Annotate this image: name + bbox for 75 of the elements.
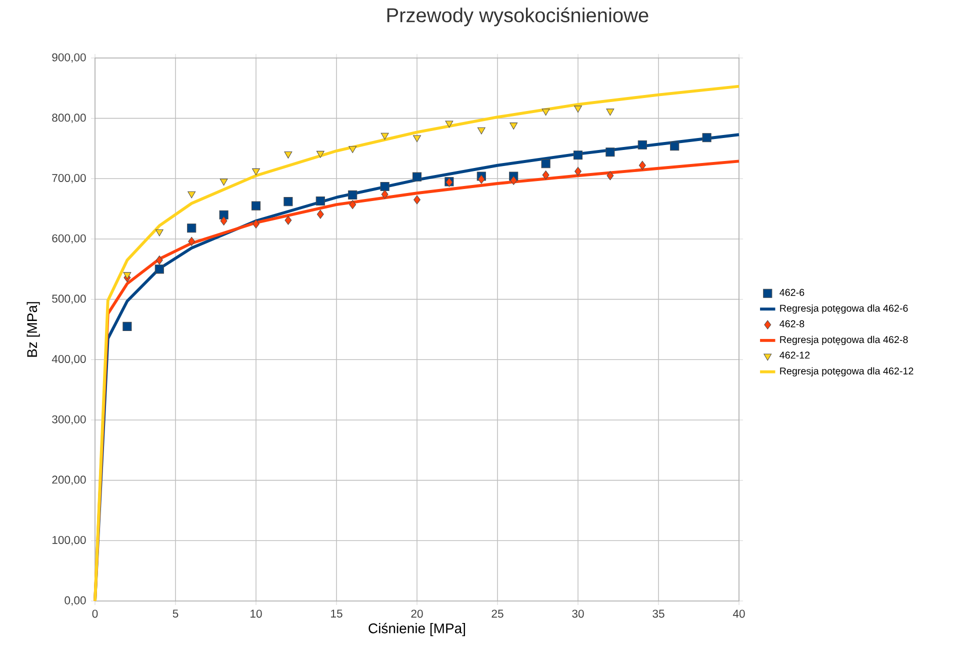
y-tick-label: 200,00 — [52, 476, 86, 485]
point — [478, 174, 485, 184]
x-tick-label: 0 — [92, 610, 98, 618]
point — [156, 256, 163, 265]
legend-label: 462-6 — [780, 288, 804, 296]
legend-label: Regresja potęgowa dla 462-12 — [780, 367, 914, 376]
legend-label: 462-12 — [780, 352, 810, 359]
y-tick-label: 400,00 — [52, 354, 86, 364]
point — [219, 210, 228, 220]
point — [220, 178, 228, 186]
point — [477, 127, 486, 134]
y-tick-label: 700,00 — [52, 174, 86, 184]
point — [220, 216, 228, 226]
point — [606, 148, 615, 157]
y-tick-label: 900,00 — [52, 53, 86, 63]
point — [574, 106, 582, 113]
y-tick-label: 100,00 — [52, 536, 86, 546]
legend-label: Regresja potęgowa dla 462-6 — [780, 304, 908, 314]
x-tick-label: 10 — [250, 610, 262, 618]
y-tick-label: 600,00 — [52, 234, 86, 244]
point — [251, 201, 261, 210]
point — [606, 171, 614, 180]
point — [414, 195, 420, 204]
point — [573, 150, 583, 160]
point — [413, 135, 421, 142]
point — [188, 236, 196, 246]
y-tick-label: 300,00 — [52, 415, 86, 425]
point — [542, 170, 550, 180]
point — [574, 166, 582, 176]
point — [252, 168, 260, 176]
x-tick-label: 20 — [411, 610, 423, 618]
x-tick-label: 25 — [492, 610, 504, 618]
x-tick-label: 35 — [652, 610, 664, 618]
point — [638, 140, 647, 150]
point — [348, 146, 357, 154]
point — [123, 272, 132, 280]
point — [445, 120, 454, 128]
x-tick-label: 30 — [572, 610, 584, 618]
point — [284, 216, 292, 225]
point — [412, 172, 422, 182]
y-tick-label: 500,00 — [52, 294, 86, 304]
point — [252, 219, 260, 228]
point — [154, 264, 164, 274]
point — [380, 182, 390, 192]
point — [316, 150, 324, 158]
point — [187, 224, 196, 233]
point — [316, 210, 324, 219]
point — [541, 159, 550, 168]
y-axis-title: Bz [MPa] — [26, 302, 40, 357]
point — [638, 160, 646, 170]
point — [284, 152, 292, 158]
x-axis-title: Ciśnienie [MPa] — [368, 622, 465, 636]
point — [670, 142, 680, 151]
point — [316, 196, 325, 206]
x-tick-label: 40 — [732, 610, 745, 618]
legend-label: Regresja potęgowa dla 462-8 — [780, 336, 908, 346]
legend-label: 462-8 — [780, 320, 804, 328]
point — [702, 133, 712, 142]
x-tick-label: 5 — [172, 610, 178, 618]
point — [380, 132, 389, 140]
point — [381, 190, 388, 199]
point — [542, 108, 550, 116]
point — [510, 176, 518, 186]
point — [349, 200, 356, 210]
x-tick-label: 15 — [331, 610, 342, 618]
point — [155, 229, 164, 236]
point — [122, 322, 132, 332]
chart-title: Przewody wysokociśnieniowe — [387, 7, 648, 26]
point — [188, 191, 196, 198]
y-tick-label: 800,00 — [52, 114, 86, 123]
point — [284, 197, 293, 206]
point — [606, 108, 614, 116]
y-tick-label: 0,00 — [64, 596, 86, 606]
point — [510, 122, 518, 130]
point — [348, 190, 358, 200]
